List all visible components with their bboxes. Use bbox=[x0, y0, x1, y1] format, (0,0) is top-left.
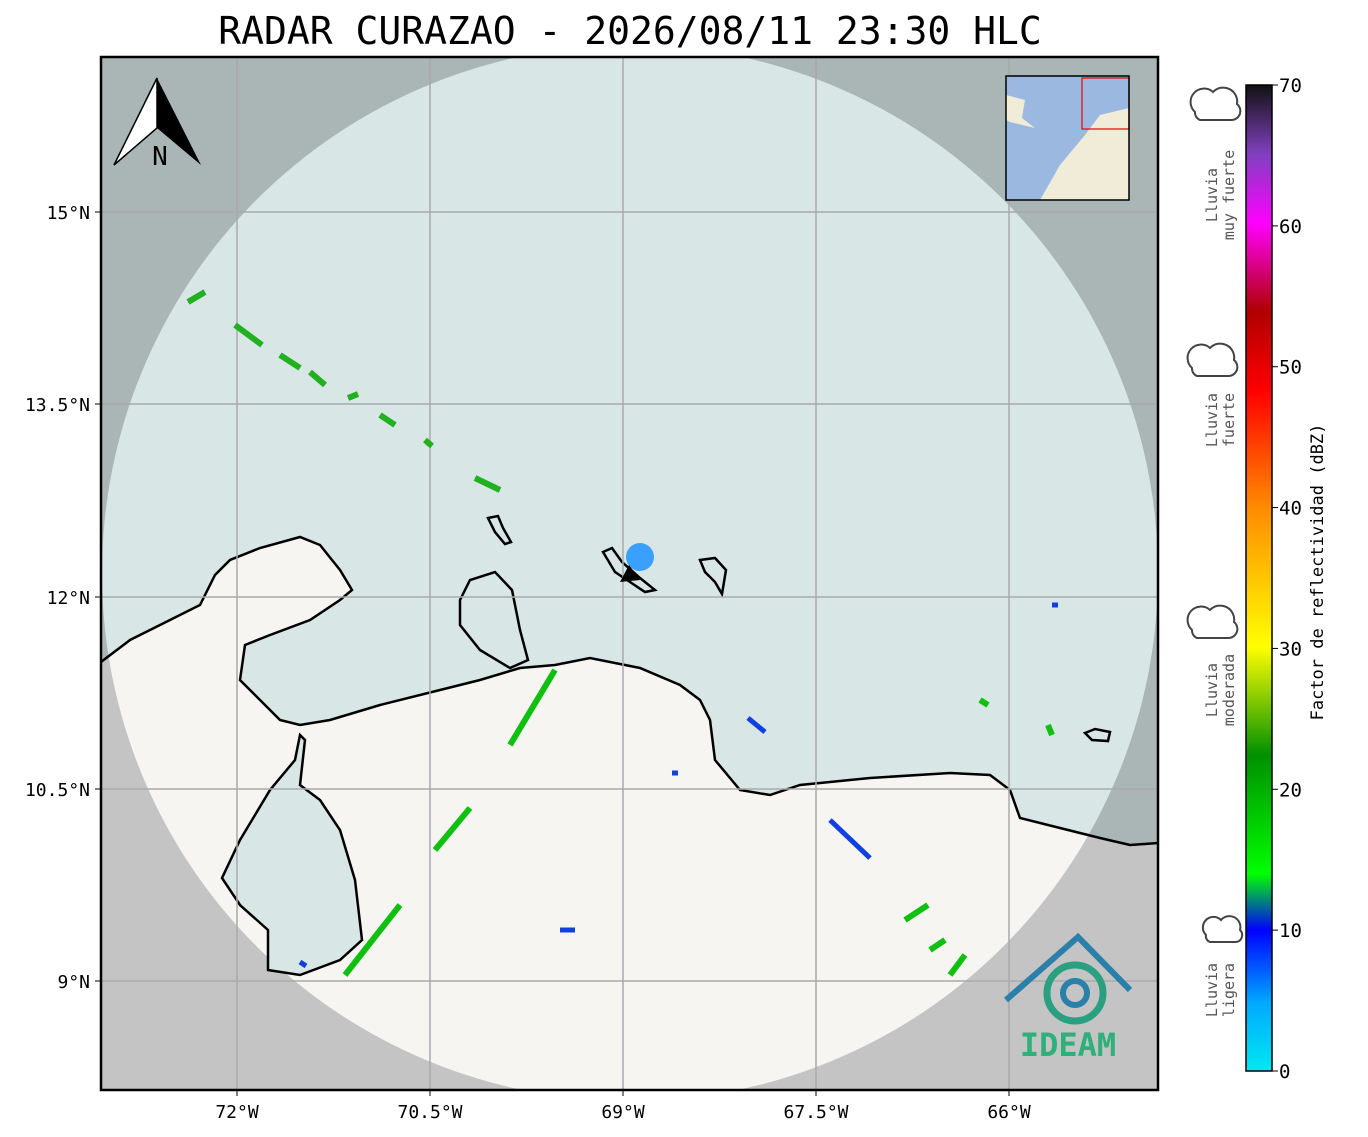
logo-text: IDEAM bbox=[1020, 1026, 1116, 1064]
lon-label: 72°W bbox=[215, 1102, 259, 1123]
lon-label: 67.5°W bbox=[783, 1102, 848, 1123]
title: RADAR CURAZAO - 2026/08/11 23:30 HLC bbox=[218, 9, 1042, 53]
colorbar-tick-label: 50 bbox=[1279, 357, 1302, 379]
map bbox=[101, 57, 1158, 1090]
rain-label: Lluvia bbox=[1203, 168, 1221, 222]
rain-label: muy fuerte bbox=[1220, 150, 1238, 240]
rain-label: Lluvia bbox=[1203, 963, 1221, 1017]
lat-label: 9°N bbox=[57, 972, 90, 993]
lat-label: 10.5°N bbox=[25, 780, 90, 801]
colorbar-tick-label: 30 bbox=[1279, 638, 1302, 660]
lon-label: 69°W bbox=[601, 1102, 645, 1123]
lon-label: 66°W bbox=[987, 1102, 1031, 1123]
north-arrow: N bbox=[113, 77, 201, 172]
lat-label: 12°N bbox=[47, 588, 90, 609]
lat-label: 15°N bbox=[47, 203, 90, 224]
rain-label: fuerte bbox=[1220, 393, 1238, 447]
colorbar-tick-label: 40 bbox=[1279, 498, 1302, 520]
colorbar-tick-label: 0 bbox=[1279, 1061, 1290, 1083]
rain-label: Lluvia bbox=[1203, 663, 1221, 717]
colorbar bbox=[1245, 84, 1273, 1072]
colorbar-label: Factor de reflectividad (dBZ) bbox=[1308, 424, 1328, 721]
logo: IDEAM bbox=[1004, 932, 1133, 1064]
rain-label: Lluvia bbox=[1203, 393, 1221, 447]
colorbar-tick-label: 70 bbox=[1279, 75, 1302, 97]
colorbar-tick-label: 20 bbox=[1279, 779, 1302, 801]
colorbar-tick-label: 60 bbox=[1279, 216, 1302, 238]
north-label: N bbox=[152, 142, 168, 172]
lon-label: 70.5°W bbox=[397, 1102, 462, 1123]
rain-label: moderada bbox=[1220, 654, 1238, 726]
rain-label: ligera bbox=[1220, 963, 1238, 1017]
lat-label: 13.5°N bbox=[25, 395, 90, 416]
weather-icons bbox=[1186, 86, 1244, 943]
colorbar-tick-label: 10 bbox=[1279, 920, 1302, 942]
inset-map bbox=[1005, 75, 1130, 201]
